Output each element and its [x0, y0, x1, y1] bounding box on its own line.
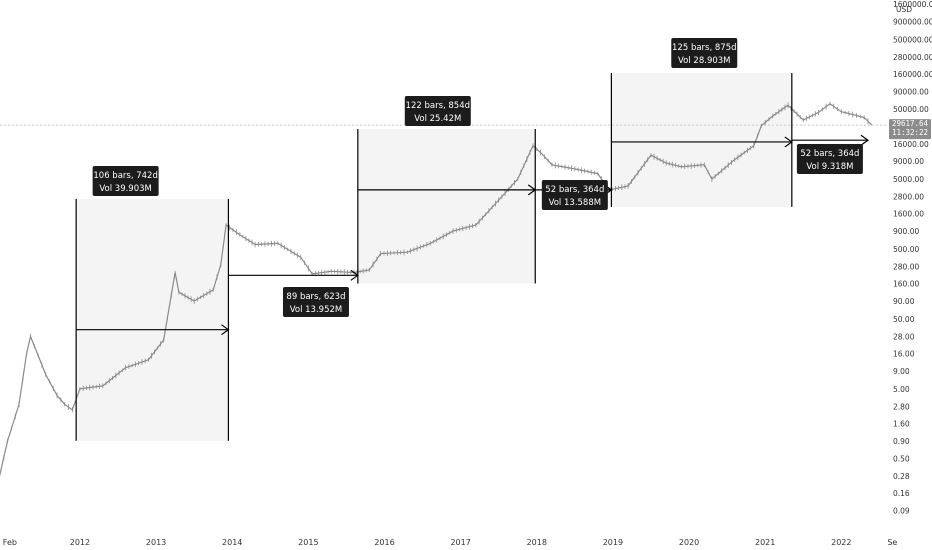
measure-label-bars: 89 bars, 623d — [286, 292, 345, 302]
y-tick-label: 9.00 — [893, 367, 910, 376]
y-tick-label: 50.00 — [893, 315, 915, 324]
measure-label-box — [404, 96, 471, 126]
cycle-shade-3 — [357, 129, 536, 284]
measure-label-volume: Vol 25.42M — [414, 114, 461, 124]
y-tick-label: 50000.00 — [893, 105, 929, 114]
measure-label-volume: Vol 13.952M — [290, 305, 343, 315]
x-tick-label: 2020 — [679, 538, 699, 547]
y-tick-label: 28.00 — [893, 332, 915, 341]
measure-label-box — [796, 144, 863, 174]
measure-label-volume: Vol 13.588M — [549, 198, 602, 208]
measure-label-box — [282, 287, 349, 317]
last-price-tag: 29617.64 11:32:22 — [889, 119, 931, 140]
measure-label-box — [671, 38, 738, 68]
x-tick-label: 2013 — [146, 538, 166, 547]
measure-label-1: 106 bars, 742d Vol 39.903M — [92, 166, 159, 196]
y-tick-label: 16.00 — [893, 349, 915, 358]
measure-label-bars: 106 bars, 742d — [93, 171, 157, 181]
measure-arrowhead-6 — [860, 134, 869, 146]
y-tick-label: 160.00 — [893, 280, 919, 289]
cycle-annotations — [75, 72, 869, 441]
countdown-value: 11:32:22 — [892, 128, 928, 137]
x-tick-label: 2018 — [527, 538, 547, 547]
y-tick-label: 2800.00 — [893, 193, 924, 202]
measure-label-bars: 52 bars, 364d — [800, 149, 859, 159]
measure-label-6: 52 bars, 364d Vol 9.318M — [796, 144, 863, 174]
y-tick-label: 900.00 — [893, 227, 919, 236]
measure-label-volume: Vol 9.318M — [806, 162, 853, 172]
measure-label-4: 52 bars, 364d Vol 13.588M — [541, 180, 608, 210]
y-tick-label: 90000.00 — [893, 87, 929, 96]
y-tick-label: 1600000.00 — [893, 0, 932, 9]
y-axis: 1600000.00 900000.00 500000.00 280000.00 160… — [893, 0, 932, 516]
y-tick-label: 90.00 — [893, 297, 915, 306]
y-tick-label: 280.00 — [893, 263, 919, 272]
y-tick-label: 500000.00 — [893, 35, 932, 44]
measure-label-5: 125 bars, 875d Vol 28.903M — [671, 38, 738, 68]
measure-label-bars: 52 bars, 364d — [545, 185, 604, 195]
currency-label: USD — [896, 5, 912, 14]
measure-label-box — [92, 166, 159, 196]
measure-label-3: 122 bars, 854d Vol 25.42M — [404, 96, 471, 126]
x-axis: Feb 2012 2013 2014 2015 2016 2017 2018 2019 2020 2… — [3, 538, 898, 547]
last-price-box — [889, 119, 931, 140]
cycle-shade-1 — [76, 198, 229, 441]
measure-labels: 106 bars, 742d Vol 39.903M 89 bars, 623d Vo… — [92, 38, 863, 317]
y-tick-label: 500.00 — [893, 245, 919, 254]
x-tick-label: 2021 — [755, 538, 775, 547]
x-tick-label: 2014 — [222, 538, 242, 547]
measure-label-bars: 125 bars, 875d — [672, 43, 736, 53]
measure-label-volume: Vol 39.903M — [99, 184, 152, 194]
price-wicks — [0, 101, 869, 476]
last-price-value: 29617.64 — [892, 119, 929, 128]
x-tick-label: Se — [887, 538, 897, 547]
y-tick-label: 280000.00 — [893, 53, 932, 62]
currency-label-group: USD — [896, 5, 912, 14]
x-tick-label: 2015 — [298, 538, 318, 547]
measure-arrowhead-5 — [784, 136, 793, 148]
y-tick-label: 2.80 — [893, 402, 910, 411]
y-tick-label: 9000.00 — [893, 157, 924, 166]
measure-label-volume: Vol 28.903M — [678, 56, 731, 66]
y-tick-label: 5.00 — [893, 385, 910, 394]
cycle-shade-5 — [611, 72, 792, 207]
y-tick-label: 16000.00 — [893, 140, 929, 149]
y-tick-label: 5000.00 — [893, 175, 924, 184]
x-tick-label: 2017 — [450, 538, 470, 547]
y-tick-label: 0.90 — [893, 437, 910, 446]
y-tick-label: 1600.00 — [893, 210, 924, 219]
x-tick-label: 2022 — [831, 538, 851, 547]
y-tick-label: 0.50 — [893, 455, 910, 464]
y-tick-label: 0.16 — [893, 489, 910, 498]
y-tick-label: 160000.00 — [893, 70, 932, 79]
measure-label-bars: 122 bars, 854d — [406, 101, 470, 111]
y-tick-label: 900000.00 — [893, 17, 932, 26]
x-tick-label: 2012 — [70, 538, 90, 547]
x-tick-label: 2019 — [603, 538, 623, 547]
y-tick-label: 0.28 — [893, 472, 910, 481]
cycle-shading — [76, 72, 792, 441]
measure-label-box — [541, 180, 608, 210]
y-tick-label: 0.09 — [893, 507, 910, 516]
measure-arrowhead-1 — [221, 324, 230, 336]
measure-label-2: 89 bars, 623d Vol 13.952M — [282, 287, 349, 317]
y-tick-label: 1.60 — [893, 419, 910, 428]
x-tick-label: 2016 — [374, 538, 394, 547]
x-tick-label: Feb — [3, 538, 17, 547]
